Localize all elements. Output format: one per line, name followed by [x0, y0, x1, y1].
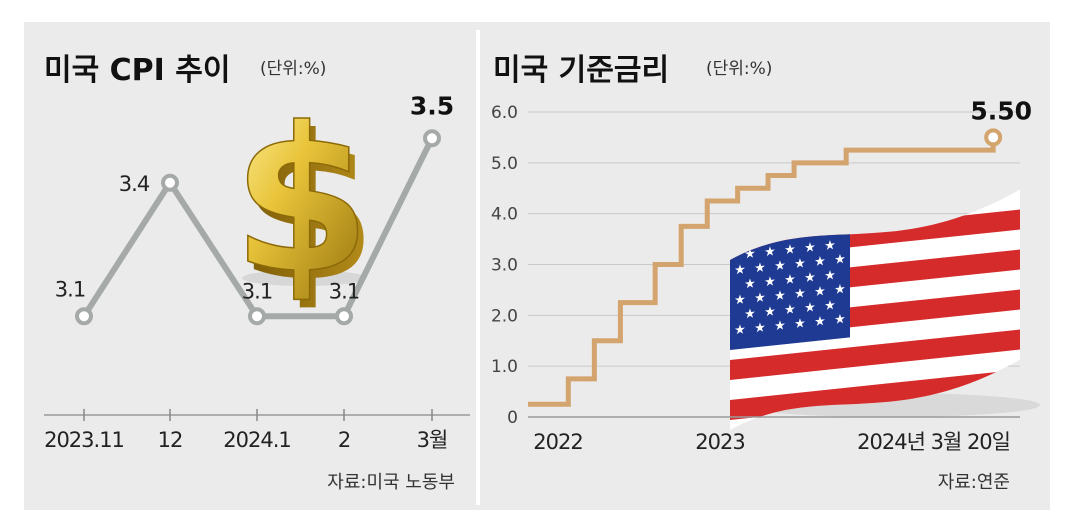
- svg-text:★: ★: [774, 318, 786, 334]
- svg-text:★: ★: [764, 274, 776, 290]
- svg-text:★: ★: [814, 254, 826, 270]
- svg-text:★: ★: [734, 262, 746, 278]
- cpi-x-tick-label: 12: [158, 428, 183, 452]
- cpi-data-label: 3.1: [242, 279, 272, 303]
- cpi-tick-marks: [83, 409, 433, 421]
- rate-unit-label: (단위:%): [706, 59, 772, 79]
- rate-series-line: [528, 137, 996, 407]
- cpi-x-tick-labels: 2023.11 12 2024.1 2 3월: [44, 428, 448, 452]
- rate-end-point: [984, 128, 1003, 147]
- rate-end-label: 5.50: [970, 96, 1032, 125]
- rate-y-tick-label: 0: [507, 408, 518, 428]
- svg-text:★: ★: [754, 320, 766, 336]
- rate-y-tick-label: 4.0: [491, 205, 518, 225]
- svg-text:★: ★: [784, 242, 796, 258]
- svg-text:★: ★: [754, 260, 766, 276]
- rate-y-tick-labels: 0 1.0 2.0 3.0 4.0 5.0 6.0: [491, 103, 518, 428]
- svg-text:$: $: [232, 85, 371, 318]
- rate-source: 자료:연준: [938, 472, 1010, 493]
- svg-text:★: ★: [764, 244, 776, 260]
- cpi-point: [335, 307, 353, 326]
- svg-text:$: $: [238, 93, 377, 326]
- cpi-points: [75, 129, 441, 326]
- svg-text:★: ★: [784, 272, 796, 288]
- svg-text:★: ★: [804, 270, 816, 286]
- cpi-x-tick-label: 3월: [417, 428, 448, 452]
- svg-text:★: ★: [774, 258, 786, 274]
- svg-text:★: ★: [774, 288, 786, 304]
- svg-text:★: ★: [834, 282, 846, 298]
- svg-text:★: ★: [824, 298, 836, 314]
- svg-text:★: ★: [734, 292, 746, 308]
- svg-text:★: ★: [804, 300, 816, 316]
- cpi-data-label: 3.1: [55, 277, 85, 301]
- rate-y-tick-label: 1.0: [491, 357, 518, 377]
- svg-text:★: ★: [744, 276, 756, 292]
- cpi-panel: 미국 CPI 추이 (단위:%) $ $ 3.1 3.4 3.1 3.1 3.5 202…: [44, 53, 470, 493]
- cpi-x-tick-label: 2: [338, 428, 350, 452]
- svg-text:★: ★: [754, 290, 766, 306]
- rate-x-tick-labels: 2022 2023 2024년 3월 20일: [533, 430, 1011, 454]
- cpi-data-labels: 3.1 3.4 3.1 3.1 3.5: [55, 91, 454, 303]
- dollar-sign-icon: $ $: [231, 84, 377, 326]
- svg-text:★: ★: [804, 240, 816, 256]
- cpi-x-tick-label: 2024.1: [223, 428, 290, 452]
- cpi-data-label: 3.4: [119, 172, 150, 196]
- svg-text:★: ★: [794, 256, 806, 272]
- cpi-source: 자료:미국 노동부: [327, 472, 455, 493]
- cpi-point: [161, 173, 179, 192]
- rate-x-tick-label: 2024년 3월 20일: [857, 430, 1010, 454]
- rate-y-tick-label: 2.0: [491, 306, 518, 326]
- rate-x-tick-label: 2022: [533, 430, 582, 454]
- cpi-unit-label: (단위:%): [260, 59, 326, 79]
- svg-text:★: ★: [734, 322, 746, 338]
- cpi-title: 미국 CPI 추이: [44, 53, 230, 88]
- cpi-x-tick-label: 2023.11: [44, 428, 124, 452]
- rate-x-tick-label: 2023: [695, 430, 744, 454]
- svg-text:★: ★: [814, 284, 826, 300]
- svg-text:★: ★: [794, 286, 806, 302]
- svg-text:★: ★: [744, 246, 756, 262]
- svg-text:★: ★: [824, 268, 836, 284]
- svg-text:★: ★: [834, 252, 846, 268]
- cpi-point: [248, 307, 266, 326]
- svg-text:★: ★: [764, 304, 776, 320]
- svg-text:★: ★: [814, 314, 826, 330]
- svg-text:★: ★: [794, 316, 806, 332]
- rate-y-tick-label: 3.0: [491, 256, 518, 276]
- rate-title: 미국 기준금리: [493, 53, 669, 88]
- cpi-point: [75, 307, 93, 326]
- svg-text:★: ★: [834, 312, 846, 328]
- rate-y-tick-label: 6.0: [491, 103, 518, 123]
- cpi-data-label: 3.1: [329, 279, 359, 303]
- svg-text:★: ★: [824, 238, 836, 254]
- cpi-point: [423, 129, 441, 148]
- svg-text:★: ★: [784, 302, 796, 318]
- cpi-data-label: 3.5: [410, 91, 454, 120]
- rate-y-tick-label: 5.0: [491, 154, 518, 174]
- svg-text:★: ★: [744, 306, 756, 322]
